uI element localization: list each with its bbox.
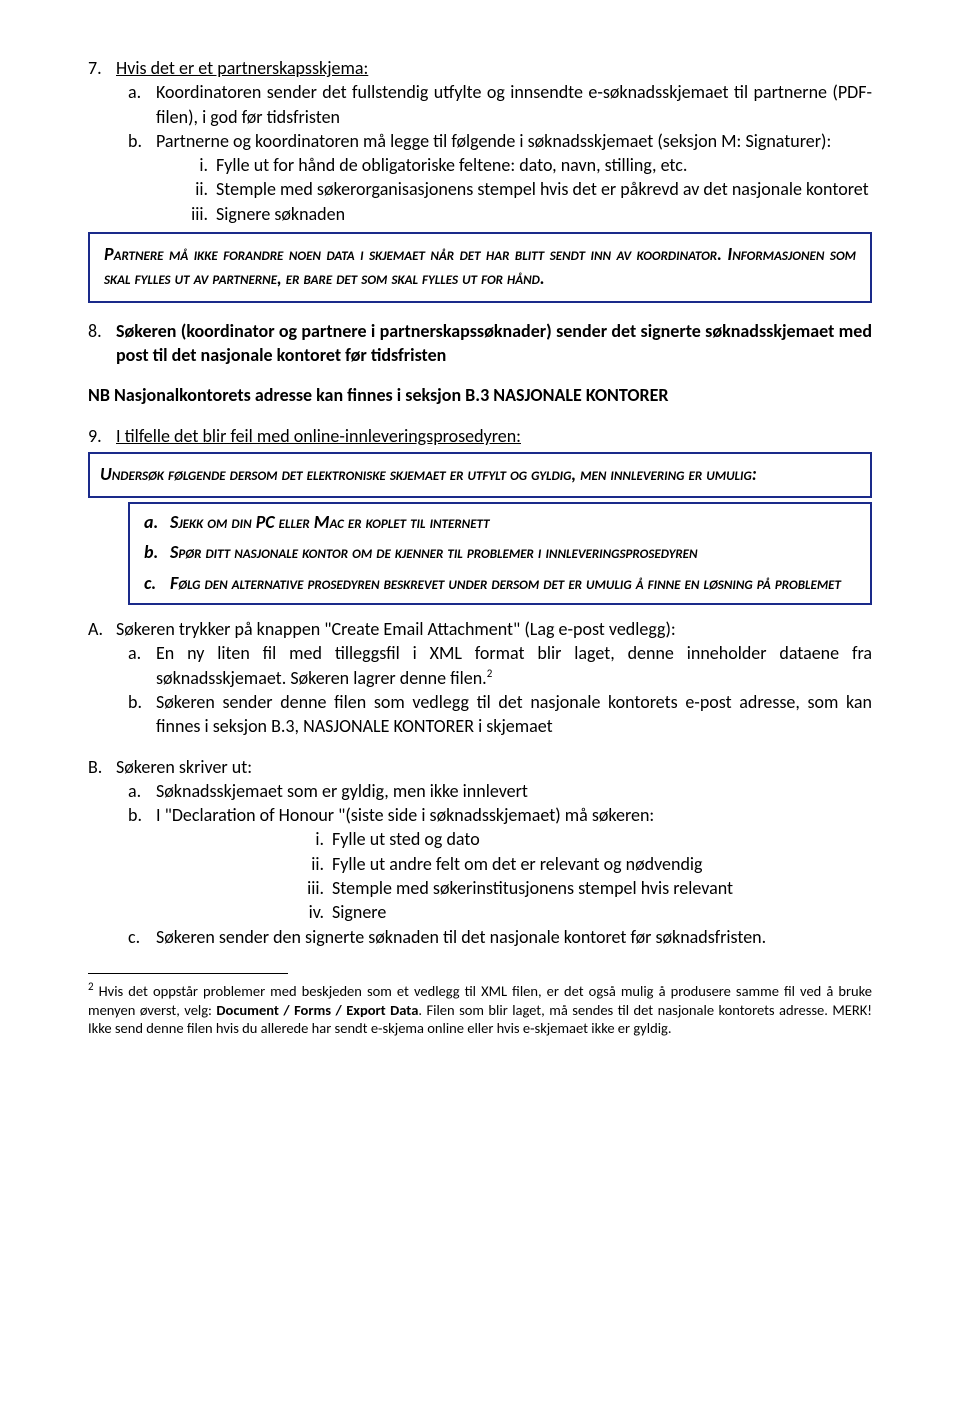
marker: b. (144, 540, 170, 564)
text: Hvis det er et partnerskapsskjema: (116, 56, 872, 80)
marker: c. (128, 925, 156, 949)
item-9-text: I tilfelle det blir feil med online-innl… (116, 425, 521, 447)
item-B-b-iii: iii. Stemple med søkerinstitusjonens ste… (288, 876, 872, 900)
marker: iii. (288, 876, 332, 900)
footnote-2: 2 Hvis det oppstår problemer med beskjed… (88, 980, 872, 1038)
item-A: A. Søkeren trykker på knappen "Create Em… (88, 617, 872, 641)
marker: B. (88, 755, 116, 779)
item-7b-i: i. Fylle ut for hånd de obligatoriske fe… (168, 153, 872, 177)
item-B-b-iv: iv. Signere (288, 900, 872, 924)
item-7: 7. Hvis det er et partnerskapsskjema: (88, 56, 872, 80)
nb-line: NB Nasjonalkontorets adresse kan finnes … (88, 383, 872, 407)
item-B-a: a. Søknadsskjemaet som er gyldig, men ik… (128, 779, 872, 803)
text: I tilfelle det blir feil med online-innl… (116, 424, 872, 448)
text: En ny liten fil med tilleggsfil i XML fo… (156, 641, 872, 690)
text: Søknadsskjemaet som er gyldig, men ikke … (156, 779, 872, 803)
item-B-c: c. Søkeren sender den signerte søknaden … (128, 925, 872, 949)
item-7b: b. Partnerne og koordinatoren må legge t… (128, 129, 872, 153)
marker: 8. (88, 319, 116, 368)
text: Fylle ut for hånd de obligatoriske felte… (216, 153, 872, 177)
text: Søkeren sender den signerte søknaden til… (156, 925, 872, 949)
marker: c. (144, 571, 170, 595)
text: Koordinatoren sender det fullstendig utf… (156, 80, 872, 129)
marker: b. (128, 690, 156, 739)
text: Sjekk om din PC eller Mac er koplet til … (170, 510, 856, 534)
item-A-b: b. Søkeren sender denne filen som vedleg… (128, 690, 872, 739)
item-B: B. Søkeren skriver ut: (88, 755, 872, 779)
item-B-b: b. I "Declaration of Honour "(siste side… (128, 803, 872, 827)
marker: a. (144, 510, 170, 534)
note-box-1: Partnere må ikke forandre noen data i sk… (88, 232, 872, 303)
text: Søkeren (koordinator og partnere i partn… (116, 319, 872, 368)
text: I "Declaration of Honour "(siste side i … (156, 803, 872, 827)
text: Søkeren trykker på knappen "Create Email… (116, 617, 872, 641)
box3-c: c. Følg den alternative prosedyren beskr… (144, 571, 856, 595)
item-B-b-i: i. Fylle ut sted og dato (288, 827, 872, 851)
note-box-1-text: Partnere må ikke forandre noen data i sk… (104, 243, 856, 289)
text: Fylle ut sted og dato (332, 827, 872, 851)
marker: iii. (168, 202, 216, 226)
text: Søkeren skriver ut: (116, 755, 872, 779)
item-8: 8. Søkeren (koordinator og partnere i pa… (88, 319, 872, 368)
note-box-3: a. Sjekk om din PC eller Mac er koplet t… (128, 502, 872, 605)
footnote-ref-2: 2 (487, 667, 493, 680)
text: Signere (332, 900, 872, 924)
marker: ii. (168, 177, 216, 201)
marker: ii. (288, 852, 332, 876)
marker: a. (128, 779, 156, 803)
item-7b-ii: ii. Stemple med søkerorganisasjonens ste… (168, 177, 872, 201)
box3-b: b. Spør ditt nasjonale kontor om de kjen… (144, 540, 856, 564)
marker: A. (88, 617, 116, 641)
marker: 9. (88, 424, 116, 448)
marker: 7. (88, 56, 116, 80)
text: Spør ditt nasjonale kontor om de kjenner… (170, 540, 856, 564)
box3-a: a. Sjekk om din PC eller Mac er koplet t… (144, 510, 856, 534)
marker: b. (128, 129, 156, 153)
item-7a: a. Koordinatoren sender det fullstendig … (128, 80, 872, 129)
marker: b. (128, 803, 156, 827)
text: Stemple med søkerorganisasjonens stempel… (216, 177, 872, 201)
note-box-2-text: Undersøk følgende dersom det elektronisk… (100, 462, 856, 486)
marker: i. (168, 153, 216, 177)
text: Fylle ut andre felt om det er relevant o… (332, 852, 872, 876)
text: Signere søknaden (216, 202, 872, 226)
item-A-a-text: En ny liten fil med tilleggsfil i XML fo… (156, 642, 872, 688)
footnote-separator (88, 973, 288, 974)
marker: a. (128, 80, 156, 129)
text: Partnerne og koordinatoren må legge til … (156, 129, 872, 153)
marker: iv. (288, 900, 332, 924)
item-7-text: Hvis det er et partnerskapsskjema: (116, 57, 368, 79)
item-A-a: a. En ny liten fil med tilleggsfil i XML… (128, 641, 872, 690)
text: Følg den alternative prosedyren beskreve… (170, 571, 856, 595)
item-7b-iii: iii. Signere søknaden (168, 202, 872, 226)
footnote-bold: Document / Forms / Export Data (216, 1001, 418, 1019)
marker: i. (288, 827, 332, 851)
note-box-2: Undersøk følgende dersom det elektronisk… (88, 452, 872, 498)
text: Søkeren sender denne filen som vedlegg t… (156, 690, 872, 739)
item-B-b-ii: ii. Fylle ut andre felt om det er releva… (288, 852, 872, 876)
item-9: 9. I tilfelle det blir feil med online-i… (88, 424, 872, 448)
text: Stemple med søkerinstitusjonens stempel … (332, 876, 872, 900)
marker: a. (128, 641, 156, 690)
